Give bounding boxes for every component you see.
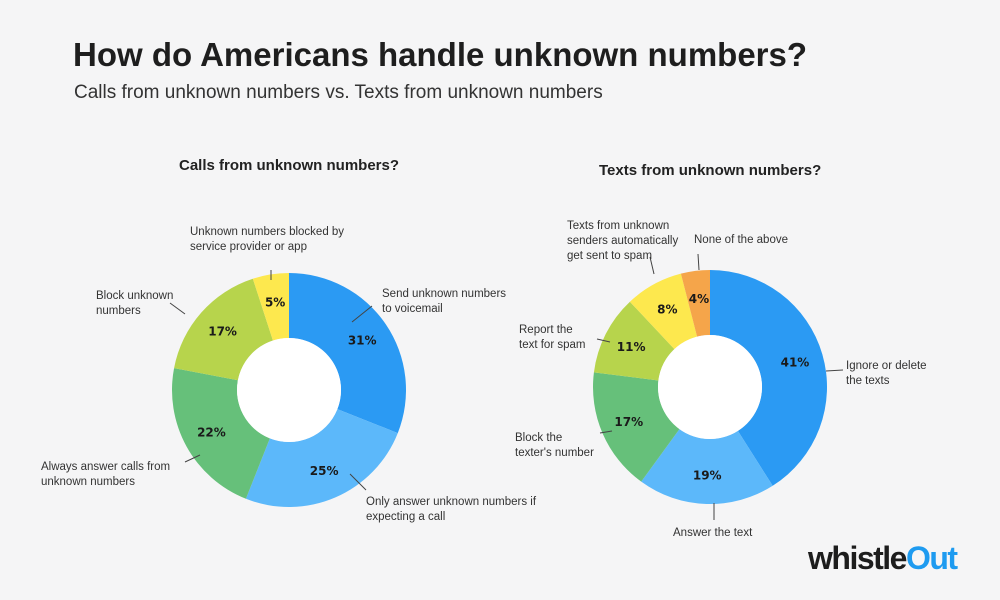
leader-line-0-0 bbox=[351, 305, 373, 323]
leader-line-1-0 bbox=[825, 369, 844, 372]
slice-1-1 bbox=[641, 429, 773, 505]
calls-chart-title: Calls from unknown numbers? bbox=[179, 157, 400, 174]
whistleout-logo: whistleOut bbox=[808, 540, 958, 576]
texts-label-0: Ignore or delete the texts bbox=[846, 360, 927, 387]
texts-label-4: Texts from unknown senders automatically… bbox=[567, 220, 679, 262]
value-label-1-4: 8% bbox=[657, 302, 677, 316]
slice-1-0 bbox=[710, 270, 828, 486]
slice-1-4 bbox=[629, 273, 698, 350]
slice-0-0 bbox=[289, 273, 406, 434]
calls-label-3: Block unknown numbers bbox=[96, 290, 174, 317]
leader-line-1-5 bbox=[697, 253, 700, 271]
page-subtitle: Calls from unknown numbers vs. Texts fro… bbox=[74, 82, 603, 103]
value-label-1-5: 4% bbox=[689, 292, 709, 306]
value-label-1-0: 41% bbox=[781, 355, 810, 369]
value-label-1-1: 19% bbox=[693, 468, 722, 482]
texts-label-1: Answer the text bbox=[673, 527, 753, 539]
texts-chart-title: Texts from unknown numbers? bbox=[599, 162, 822, 179]
texts-label-5: None of the above bbox=[694, 234, 788, 246]
page-title: How do Americans handle unknown numbers? bbox=[73, 36, 808, 73]
donut-hole-1 bbox=[658, 335, 762, 439]
value-label-0-2: 22% bbox=[197, 426, 226, 440]
calls-label-2: Always answer calls from unknown numbers bbox=[41, 461, 171, 488]
value-label-1-3: 11% bbox=[617, 340, 646, 354]
leader-line-0-3 bbox=[169, 302, 186, 315]
leader-line-1-4 bbox=[649, 256, 655, 275]
slice-1-3 bbox=[593, 301, 675, 381]
texts-label-2: Block the texter's number bbox=[515, 432, 594, 459]
slice-0-4 bbox=[252, 273, 289, 341]
slice-1-2 bbox=[593, 372, 680, 482]
value-label-1-2: 17% bbox=[614, 415, 643, 429]
value-label-0-0: 31% bbox=[348, 333, 377, 347]
leader-line-0-1 bbox=[349, 473, 367, 491]
slice-1-5 bbox=[680, 270, 710, 337]
value-label-0-1: 25% bbox=[310, 464, 339, 478]
value-label-0-4: 5% bbox=[265, 296, 285, 310]
slice-0-1 bbox=[245, 409, 398, 507]
value-label-0-3: 17% bbox=[208, 324, 237, 338]
leader-line-1-2 bbox=[599, 430, 613, 434]
calls-label-4: Unknown numbers blocked by service provi… bbox=[190, 226, 345, 253]
texts-label-3: Report the text for spam bbox=[519, 324, 586, 351]
calls-label-0: Send unknown numbers to voicemail bbox=[382, 288, 507, 315]
slice-0-3 bbox=[174, 278, 273, 381]
slice-0-2 bbox=[171, 368, 270, 499]
calls-label-1: Only answer unknown numbers if expecting… bbox=[366, 496, 537, 523]
leader-line-1-3 bbox=[596, 338, 611, 343]
leader-line-0-2 bbox=[184, 454, 201, 463]
donut-hole-0 bbox=[237, 338, 341, 442]
